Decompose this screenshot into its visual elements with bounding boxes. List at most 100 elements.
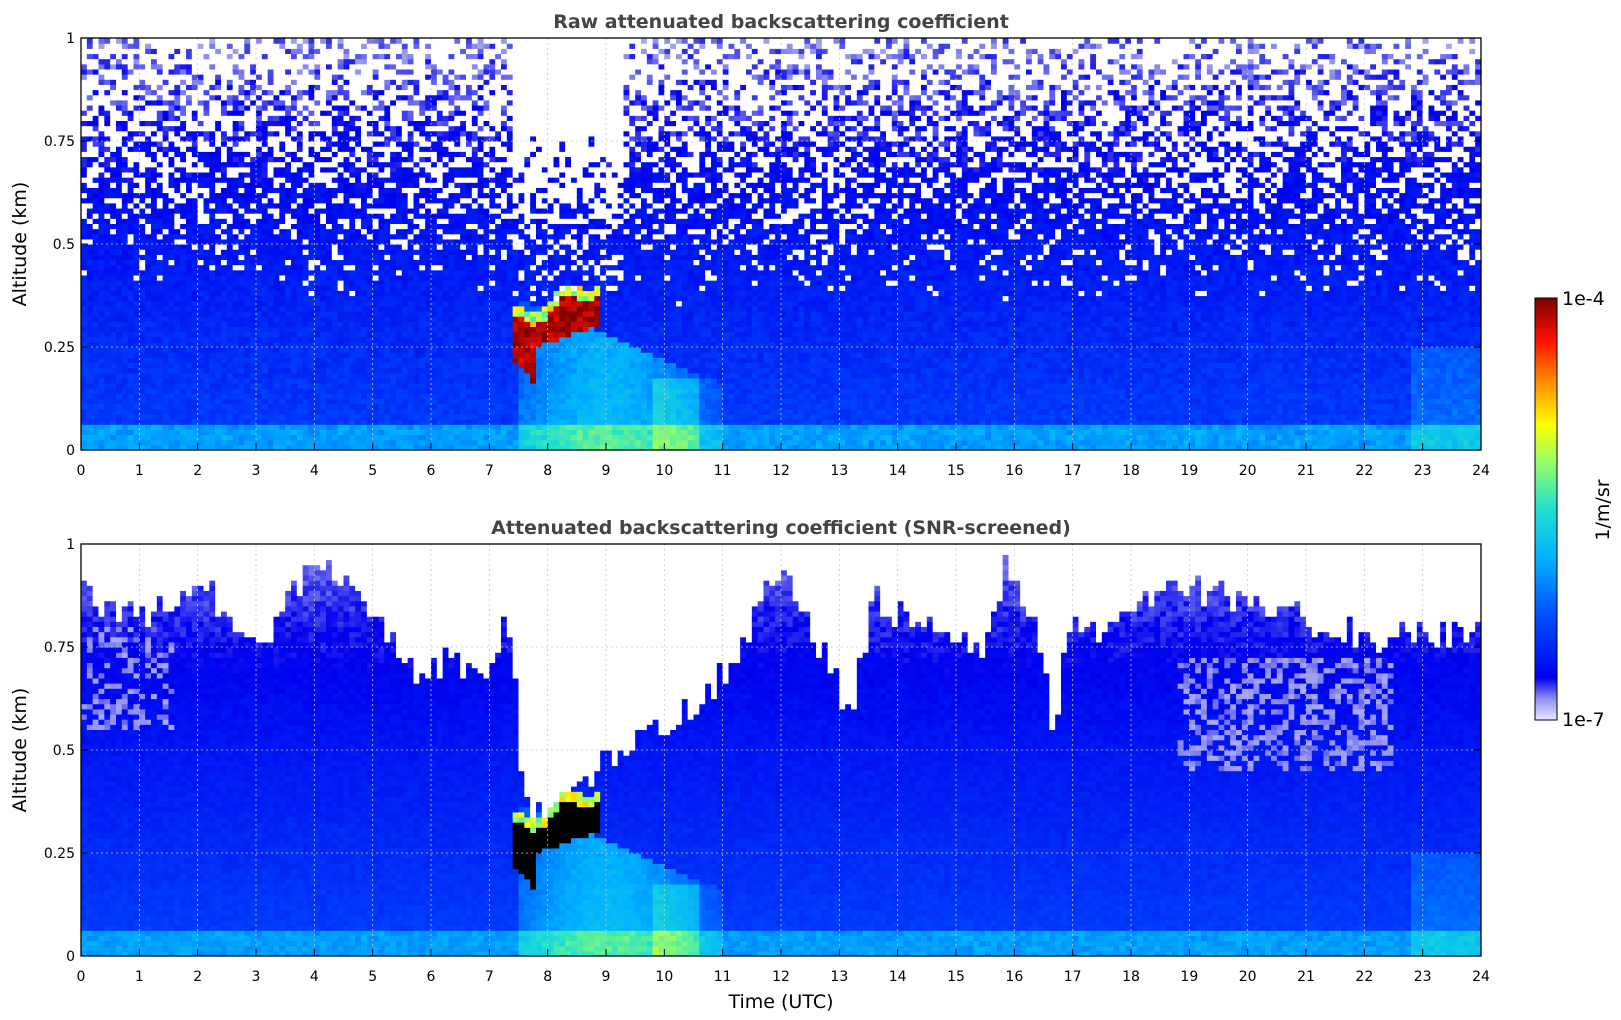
heatmap-cell <box>355 177 362 183</box>
heatmap-cell <box>372 249 380 255</box>
heatmap-cell <box>349 244 356 250</box>
heatmap-cell <box>86 53 94 60</box>
heatmap-cell <box>127 310 135 317</box>
heatmap-cell <box>133 336 140 343</box>
heatmap-cell <box>401 228 409 235</box>
heatmap-cell <box>127 223 135 230</box>
heatmap-cell <box>355 388 362 394</box>
heatmap-cell <box>197 135 205 142</box>
heatmap-cell <box>81 249 88 255</box>
heatmap-cell <box>396 377 403 384</box>
heatmap-cell <box>244 63 251 70</box>
heatmap-cell <box>98 444 105 450</box>
heatmap-cell <box>396 249 403 255</box>
heatmap-cell <box>436 434 444 441</box>
heatmap-cell <box>92 316 100 322</box>
heatmap-cell <box>133 43 140 49</box>
heatmap-cell <box>349 228 356 235</box>
heatmap-cell <box>355 223 362 230</box>
heatmap-cell <box>133 161 140 168</box>
heatmap-cell <box>232 99 240 106</box>
heatmap-cell <box>92 177 100 183</box>
heatmap-cell <box>110 84 117 91</box>
heatmap-cell <box>215 125 222 132</box>
heatmap-cell <box>86 79 94 85</box>
heatmap-cell <box>267 372 275 379</box>
heatmap-cell <box>203 79 210 85</box>
heatmap-cell <box>256 192 263 199</box>
heatmap-cell <box>145 388 152 394</box>
heatmap-cell <box>314 104 321 111</box>
heatmap-cell <box>396 434 403 441</box>
heatmap-cell <box>396 398 403 405</box>
heatmap-cell <box>267 429 275 436</box>
heatmap-cell <box>86 259 94 266</box>
heatmap-cell <box>326 187 333 194</box>
heatmap-cell <box>121 223 129 230</box>
heatmap-cell <box>267 218 275 224</box>
heatmap-cell <box>174 110 181 116</box>
heatmap-cell <box>180 151 187 158</box>
heatmap-cell <box>296 74 304 80</box>
heatmap-cell <box>396 130 403 137</box>
heatmap-cell <box>98 238 105 245</box>
heatmap-cell <box>256 377 263 384</box>
heatmap-cell <box>314 151 321 158</box>
heatmap-cell <box>110 130 117 137</box>
heatmap-cell <box>291 347 298 353</box>
heatmap-cell <box>168 146 175 152</box>
heatmap-cell <box>145 347 152 353</box>
heatmap-cell <box>215 269 222 276</box>
heatmap-cell <box>413 259 420 266</box>
heatmap-cell <box>401 249 409 255</box>
heatmap-cell <box>326 290 333 297</box>
heatmap-cell <box>104 233 111 240</box>
heatmap-cell <box>343 372 350 379</box>
heatmap-cell <box>396 63 403 70</box>
heatmap-cell <box>226 84 234 91</box>
heatmap-cell <box>331 347 339 353</box>
heatmap-cell <box>390 53 397 60</box>
heatmap-cell <box>425 146 432 152</box>
heatmap-cell <box>139 341 146 348</box>
heatmap-cell <box>425 38 432 44</box>
heatmap-cell <box>226 213 234 219</box>
heatmap-cell <box>209 269 216 276</box>
heatmap-cell <box>226 156 234 163</box>
heatmap-cell <box>226 285 234 291</box>
heatmap-cell <box>168 74 175 80</box>
heatmap-cell <box>110 141 117 147</box>
heatmap-cell <box>156 295 164 302</box>
heatmap-cell <box>116 254 123 261</box>
heatmap-cell <box>413 300 420 307</box>
heatmap-cell <box>104 321 111 327</box>
heatmap-cell <box>156 429 164 436</box>
heatmap-cell <box>209 223 216 230</box>
heatmap-cell <box>343 120 350 127</box>
heatmap-cell <box>291 166 298 173</box>
heatmap-cell <box>425 94 432 101</box>
heatmap-cell <box>209 187 216 194</box>
heatmap-cell <box>162 53 170 60</box>
heatmap-cell <box>296 290 304 297</box>
heatmap-cell <box>244 321 251 327</box>
heatmap-cell <box>256 321 263 327</box>
heatmap-cell <box>349 295 356 302</box>
heatmap-cell <box>314 166 321 173</box>
heatmap-cell <box>98 161 105 168</box>
heatmap-cell <box>156 419 164 425</box>
heatmap-cell <box>139 151 146 158</box>
heatmap-cell <box>226 223 234 230</box>
heatmap-cell <box>291 146 298 152</box>
heatmap-cell <box>98 104 105 111</box>
heatmap-cell <box>396 326 403 333</box>
heatmap-cell <box>250 187 257 194</box>
heatmap-cell <box>180 161 187 168</box>
heatmap-cell <box>139 135 146 142</box>
heatmap-cell <box>407 393 415 400</box>
heatmap-cell <box>366 434 374 441</box>
heatmap-cell <box>343 264 350 271</box>
heatmap-cell <box>156 310 164 317</box>
heatmap-cell <box>232 331 240 338</box>
heatmap-cell <box>366 398 374 405</box>
